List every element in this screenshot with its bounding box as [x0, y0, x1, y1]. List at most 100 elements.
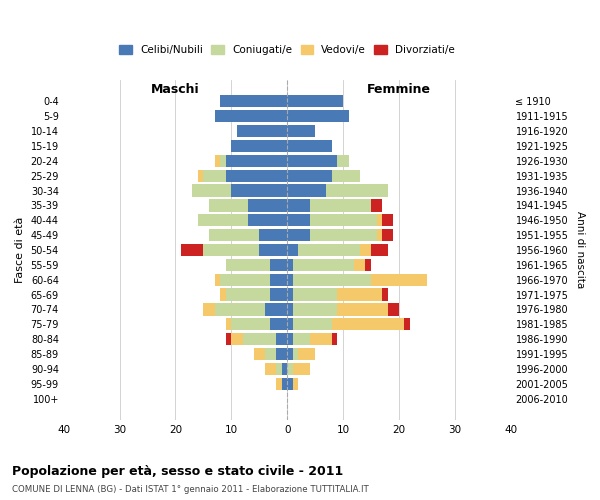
Bar [287, 140, 332, 152]
Bar [203, 170, 226, 182]
Bar [377, 214, 382, 226]
Bar [198, 214, 248, 226]
Bar [209, 229, 259, 241]
Bar [226, 259, 271, 271]
Bar [203, 244, 259, 256]
Y-axis label: Anni di nascita: Anni di nascita [575, 212, 585, 288]
Bar [271, 259, 287, 271]
Bar [215, 110, 287, 122]
Bar [287, 170, 332, 182]
Bar [365, 259, 371, 271]
Bar [287, 304, 293, 316]
Bar [293, 274, 371, 286]
Bar [215, 304, 265, 316]
Bar [287, 154, 337, 167]
Bar [382, 214, 394, 226]
Bar [220, 274, 271, 286]
Bar [293, 259, 354, 271]
Bar [337, 154, 349, 167]
Bar [310, 200, 371, 211]
Bar [276, 363, 281, 375]
Bar [337, 304, 388, 316]
Bar [310, 333, 332, 345]
Bar [276, 333, 287, 345]
Bar [293, 363, 310, 375]
Bar [382, 288, 388, 300]
Bar [371, 274, 427, 286]
Bar [371, 244, 388, 256]
Bar [287, 184, 326, 196]
Bar [220, 154, 226, 167]
Bar [287, 96, 343, 108]
Bar [377, 229, 382, 241]
Bar [215, 154, 220, 167]
Bar [293, 318, 332, 330]
Bar [388, 304, 399, 316]
Bar [287, 259, 293, 271]
Bar [404, 318, 410, 330]
Bar [310, 214, 377, 226]
Bar [287, 244, 298, 256]
Bar [226, 318, 232, 330]
Bar [332, 170, 360, 182]
Bar [276, 348, 287, 360]
Legend: Celibi/Nubili, Coniugati/e, Vedovi/e, Divorziati/e: Celibi/Nubili, Coniugati/e, Vedovi/e, Di… [115, 41, 459, 60]
Bar [332, 318, 404, 330]
Bar [293, 333, 310, 345]
Bar [281, 363, 287, 375]
Bar [259, 229, 287, 241]
Bar [209, 200, 248, 211]
Bar [287, 274, 293, 286]
Bar [248, 214, 287, 226]
Text: Maschi: Maschi [151, 83, 200, 96]
Bar [198, 170, 203, 182]
Bar [271, 274, 287, 286]
Bar [232, 140, 287, 152]
Text: Femmine: Femmine [367, 83, 431, 96]
Bar [259, 244, 287, 256]
Bar [371, 200, 382, 211]
Bar [332, 333, 337, 345]
Bar [287, 318, 293, 330]
Bar [203, 304, 215, 316]
Bar [232, 333, 242, 345]
Bar [360, 244, 371, 256]
Bar [287, 200, 310, 211]
Bar [293, 348, 298, 360]
Bar [310, 229, 377, 241]
Bar [354, 259, 365, 271]
Bar [298, 244, 360, 256]
Bar [271, 318, 287, 330]
Bar [287, 288, 293, 300]
Y-axis label: Fasce di età: Fasce di età [15, 217, 25, 283]
Bar [337, 288, 382, 300]
Bar [287, 363, 293, 375]
Bar [265, 363, 276, 375]
Bar [287, 229, 310, 241]
Bar [281, 378, 287, 390]
Bar [237, 125, 287, 137]
Bar [326, 184, 388, 196]
Bar [382, 229, 394, 241]
Bar [293, 378, 298, 390]
Text: Popolazione per età, sesso e stato civile - 2011: Popolazione per età, sesso e stato civil… [12, 465, 343, 478]
Bar [226, 288, 271, 300]
Bar [265, 348, 276, 360]
Bar [181, 244, 203, 256]
Bar [242, 333, 276, 345]
Bar [287, 333, 293, 345]
Bar [226, 333, 232, 345]
Bar [232, 184, 287, 196]
Bar [226, 154, 287, 167]
Bar [226, 170, 287, 182]
Bar [248, 200, 287, 211]
Bar [298, 348, 315, 360]
Bar [220, 96, 287, 108]
Bar [271, 288, 287, 300]
Bar [192, 184, 232, 196]
Bar [293, 288, 337, 300]
Text: COMUNE DI LENNA (BG) - Dati ISTAT 1° gennaio 2011 - Elaborazione TUTTITALIA.IT: COMUNE DI LENNA (BG) - Dati ISTAT 1° gen… [12, 485, 369, 494]
Bar [287, 348, 293, 360]
Bar [215, 274, 220, 286]
Bar [287, 110, 349, 122]
